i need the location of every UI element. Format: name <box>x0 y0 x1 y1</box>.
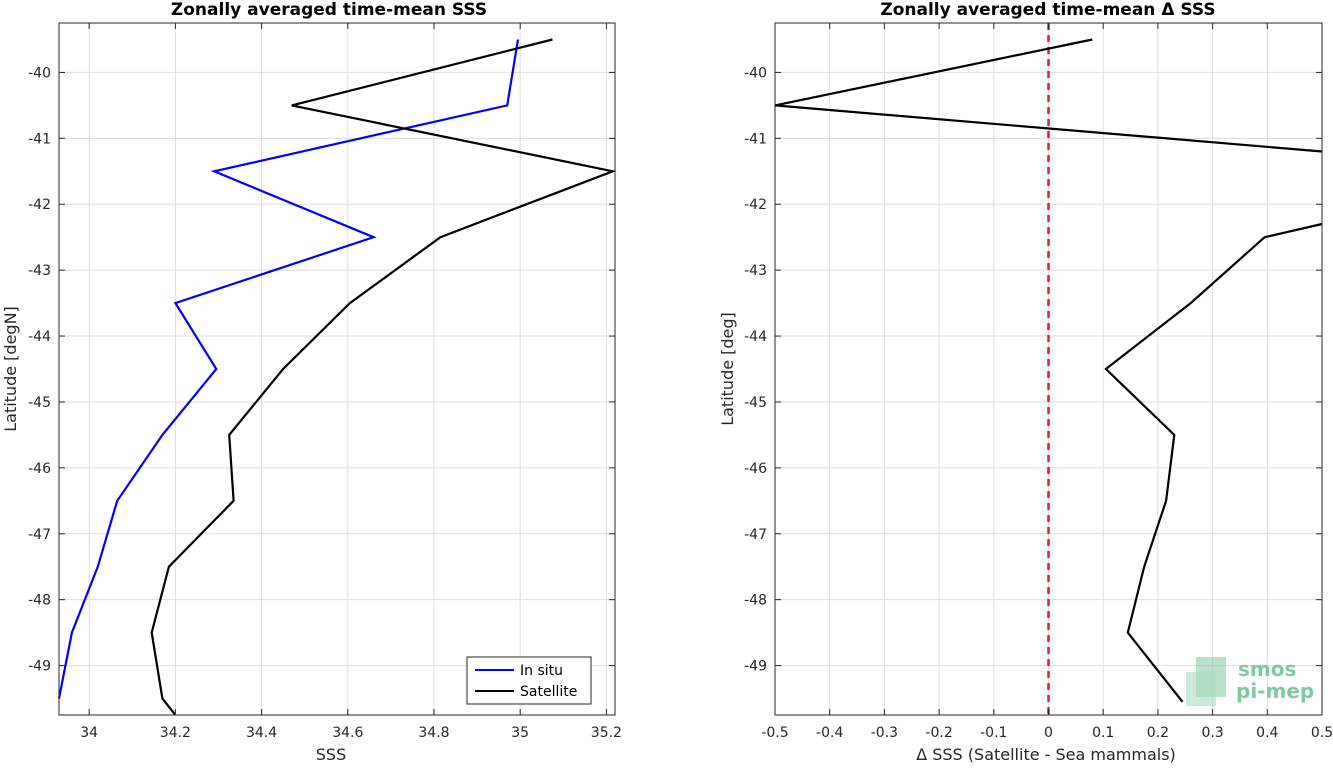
series-line-in-situ <box>57 39 520 699</box>
y-tick-label: -43 <box>744 263 767 279</box>
y-tick-label: -45 <box>744 395 767 411</box>
x-tick-label: 0.4 <box>1256 725 1278 741</box>
y-tick-label: -42 <box>744 197 767 213</box>
legend-label-in-situ: In situ <box>520 663 563 679</box>
x-tick-label: 0.1 <box>1092 725 1114 741</box>
y-axis-label: Latitude [deg] <box>718 312 737 426</box>
y-tick-label: -47 <box>744 527 767 543</box>
chart-title: Zonally averaged time-mean SSS <box>171 0 487 20</box>
x-tick-label: 34.2 <box>160 725 191 741</box>
chart-title: Zonally averaged time-mean Δ SSS <box>880 0 1215 20</box>
x-axis-label: Δ SSS (Satellite - Sea mammals) <box>916 745 1176 764</box>
x-tick-label: 34.8 <box>418 725 449 741</box>
delta-sss-profile-panel: Zonally averaged time-mean Δ SSS -0.5 -0.… <box>718 0 1333 764</box>
x-tick-label: -0.3 <box>871 725 898 741</box>
y-tick-label: -46 <box>28 461 51 477</box>
y-tick-label: -49 <box>28 659 51 675</box>
x-tick-label: 35.2 <box>591 725 622 741</box>
logo-text-smos: smos <box>1238 657 1296 681</box>
x-tick-label: 34 <box>80 725 98 741</box>
y-tick-label: -41 <box>28 131 51 147</box>
sss-profile-panel: Zonally averaged time-mean SSS 34 34.2 34.… <box>1 0 622 764</box>
y-tick-label: -47 <box>28 527 51 543</box>
x-tick-label: 34.6 <box>332 725 363 741</box>
y-tick-label: -43 <box>28 263 51 279</box>
logo-mark-back <box>1186 672 1216 706</box>
x-tick-label: -0.1 <box>980 725 1007 741</box>
series-line-segment-2 <box>1104 222 1323 703</box>
x-tick-label: -0.2 <box>925 725 952 741</box>
x-axis-label: SSS <box>316 745 346 764</box>
y-tick-label: -48 <box>28 593 51 609</box>
y-tick-label: -48 <box>744 593 767 609</box>
logo-text-pi-mep: pi-mep <box>1236 679 1314 703</box>
y-tick-label: -45 <box>28 395 51 411</box>
legend: In situ Satellite <box>466 656 592 705</box>
y-tick-label: -40 <box>28 65 51 81</box>
x-tick-label: 0.3 <box>1201 725 1223 741</box>
x-tick-label: -0.5 <box>761 725 788 741</box>
legend-box <box>466 656 592 705</box>
x-tick-label: 34.4 <box>246 725 277 741</box>
series-line-satellite <box>150 38 617 716</box>
y-tick-label: -40 <box>744 65 767 81</box>
x-tick-label: -0.4 <box>816 725 843 741</box>
y-tick-label: -46 <box>744 461 767 477</box>
smos-pi-mep-logo: smos pi-mep <box>1186 657 1314 706</box>
x-tick-label: 0.2 <box>1147 725 1169 741</box>
y-tick-label: -44 <box>744 329 767 345</box>
y-tick-label: -44 <box>28 329 51 345</box>
y-tick-label: -42 <box>28 197 51 213</box>
x-tick-label: 0 <box>1044 725 1053 741</box>
y-axis-label: Latitude [degN] <box>1 306 20 432</box>
legend-label-satellite: Satellite <box>520 684 577 700</box>
x-tick-label: 35 <box>511 725 529 741</box>
y-tick-label: -41 <box>744 131 767 147</box>
y-tick-label: -49 <box>744 659 767 675</box>
x-tick-label: 0.5 <box>1311 725 1333 741</box>
